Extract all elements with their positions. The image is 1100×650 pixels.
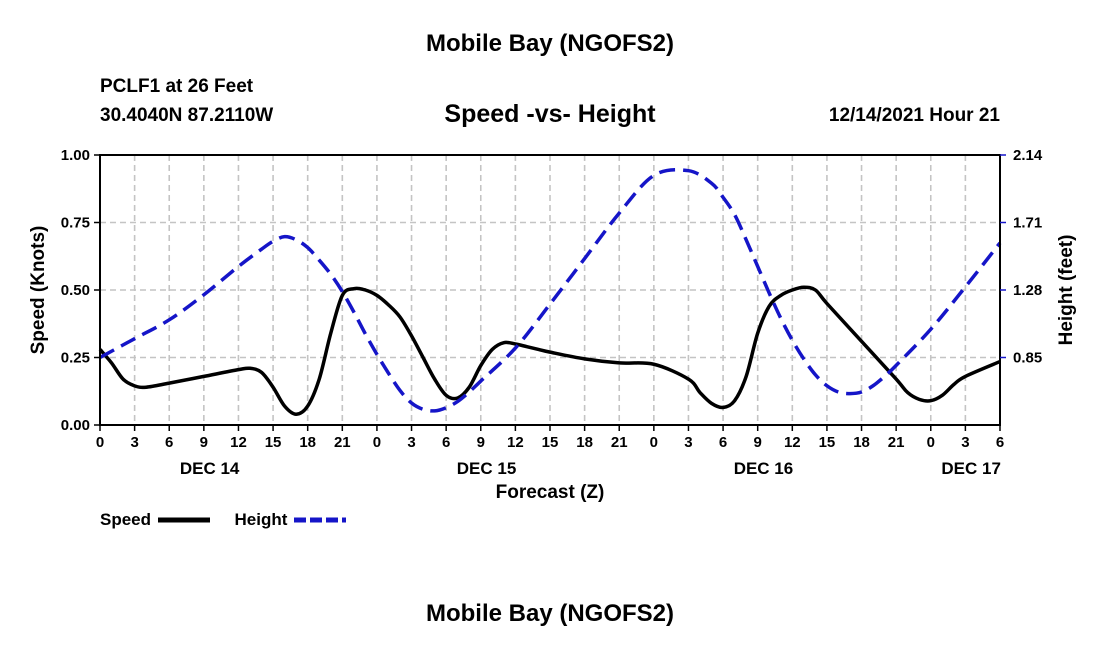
x-tick-label: 18	[576, 434, 593, 451]
legend-height-swatch	[294, 517, 347, 523]
series-layer	[98, 168, 1002, 416]
legend-height-label: Height	[234, 509, 288, 529]
x-tick-label: 0	[650, 434, 658, 451]
series-speed-line	[98, 285, 1001, 416]
chart-title: Mobile Bay (NGOFS2)	[425, 30, 675, 57]
x-tick-label: 6	[719, 434, 727, 451]
y2-tick-label: 1.28	[1013, 282, 1042, 299]
x-axis-label: Forecast (Z)	[495, 482, 605, 503]
date-label: DEC 17	[941, 459, 1001, 478]
legend-item-speed: Speed	[100, 510, 212, 530]
x-tick-label: 15	[265, 434, 282, 451]
grid	[100, 155, 1000, 425]
legend: Speed Height	[100, 509, 366, 530]
x-tick-label: 21	[334, 434, 351, 451]
x-tick-label: 3	[130, 434, 138, 451]
x-tick-label: 15	[542, 434, 559, 451]
x-tick-label: 12	[507, 434, 524, 451]
y2-tick-label: 1.71	[1013, 215, 1042, 232]
y-tick-label: 0.75	[61, 215, 90, 232]
x-tick-label: 9	[477, 434, 485, 451]
y-tick-label: 0.00	[61, 417, 90, 434]
x-tick-label: 0	[96, 434, 104, 451]
station-coordinates: 30.4040N 87.2110W	[100, 105, 274, 126]
x-tick-label: 21	[611, 434, 628, 451]
y-tick-label: 1.00	[61, 147, 90, 164]
date-label: DEC 14	[180, 459, 240, 478]
x-tick-label: 9	[200, 434, 208, 451]
y2-axis-label: Height (feet)	[1056, 235, 1077, 346]
x-tick-label: 6	[442, 434, 450, 451]
x-tick-label: 3	[407, 434, 415, 451]
x-tick-label: 3	[961, 434, 969, 451]
x-tick-label: 18	[853, 434, 870, 451]
date-label: DEC 15	[457, 459, 517, 478]
chart-subtitle: Speed -vs- Height	[444, 100, 656, 128]
x-tick-label: 3	[684, 434, 692, 451]
y2-tick-label: 0.85	[1013, 350, 1042, 367]
x-tick-label: 6	[996, 434, 1004, 451]
x-tick-label: 15	[819, 434, 836, 451]
station-label: PCLF1 at 26 Feet	[100, 76, 254, 97]
y-tick-label: 0.50	[61, 282, 90, 299]
chart-title-repeat: Mobile Bay (NGOFS2)	[425, 600, 675, 627]
series-height-line	[99, 168, 1002, 413]
x-tick-label: 12	[230, 434, 247, 451]
x-tick-label: 6	[165, 434, 173, 451]
axes: 0 3 6 9 12 15 18 21 0 3 6 9 12 15 18 21 0 3 6 9 12 15 18 21 0 3 6D…	[61, 147, 1043, 478]
y-tick-label: 0.25	[61, 350, 90, 367]
x-tick-label: 0	[373, 434, 381, 451]
legend-item-height: Height	[235, 510, 349, 530]
y-axis-label: Speed (Knots)	[28, 226, 49, 355]
legend-speed-swatch	[157, 517, 210, 523]
date-label: DEC 16	[734, 459, 794, 478]
x-tick-label: 12	[784, 434, 801, 451]
legend-speed-label: Speed	[100, 509, 152, 529]
x-tick-label: 21	[888, 434, 905, 451]
x-tick-label: 0	[927, 434, 935, 451]
forecast-timestamp: 12/14/2021 Hour 21	[828, 105, 1000, 126]
x-tick-label: 9	[754, 434, 762, 451]
x-tick-label: 18	[299, 434, 316, 451]
y2-tick-label: 2.14	[1013, 147, 1043, 164]
